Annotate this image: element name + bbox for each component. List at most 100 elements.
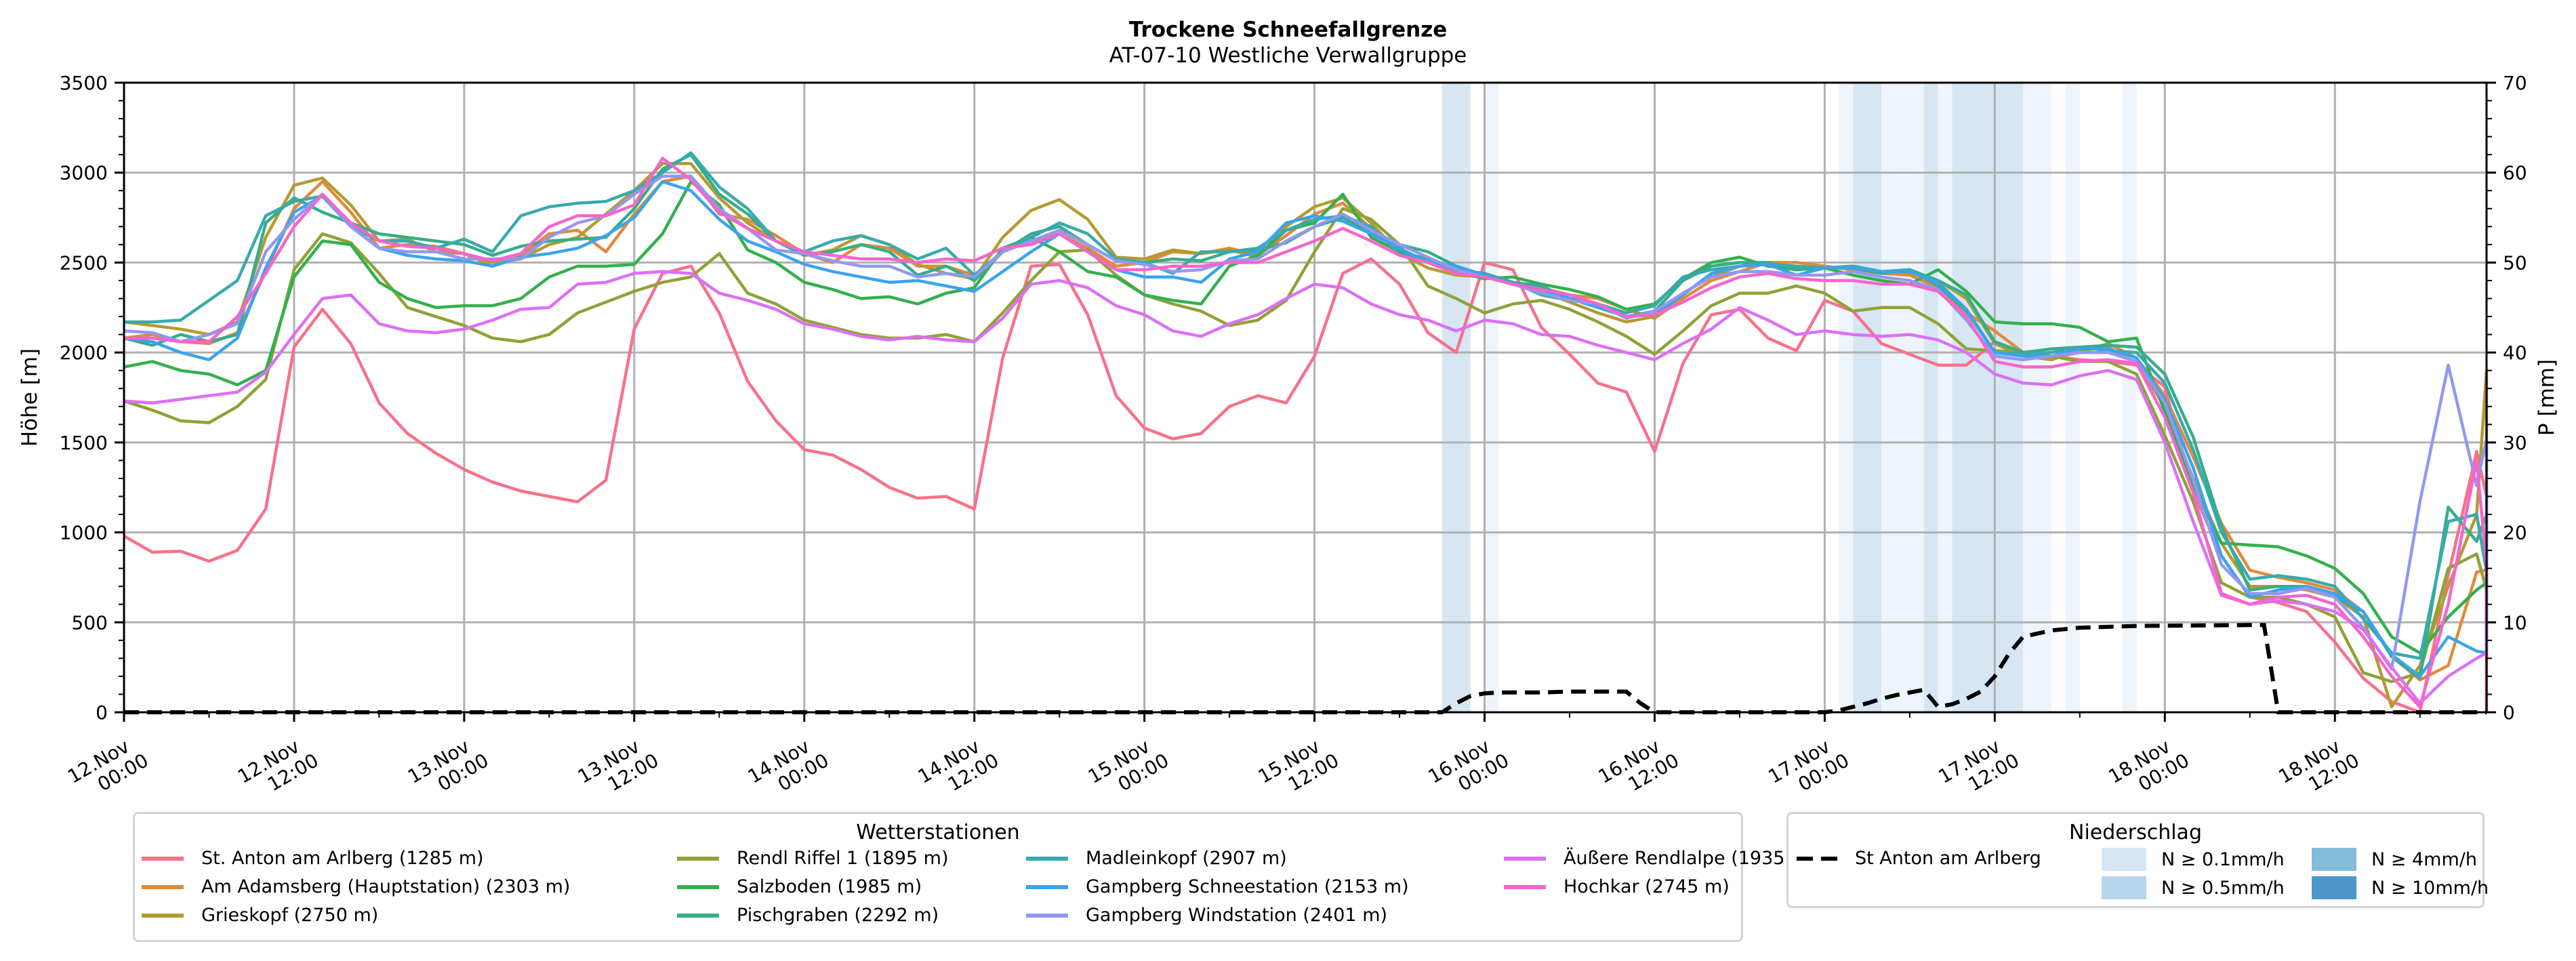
- legend-station-item: Äußere Rendlalpe (1935 m): [1504, 848, 1816, 869]
- legend-line-swatch: [142, 884, 184, 889]
- precip-band: [1923, 83, 1938, 712]
- legend-station-label: Salzboden (1985 m): [737, 876, 922, 897]
- legend-station-label: Gampberg Windstation (2401 m): [1086, 905, 1388, 926]
- y2-tick-label: 30: [2503, 432, 2527, 454]
- y-tick-label: 2000: [60, 342, 108, 364]
- dashed-line-swatch: [1797, 856, 1837, 861]
- legend-station-label: Gampberg Schneestation (2153 m): [1086, 876, 1409, 897]
- legend-station-label: Rendl Riffel 1 (1895 m): [737, 848, 949, 869]
- legend-stations-title: Wetterstationen: [856, 821, 1020, 844]
- legend-line-swatch: [677, 913, 719, 918]
- precip-band: [1839, 83, 1854, 712]
- legend-station-label: Am Adamsberg (Hauptstation) (2303 m): [201, 876, 571, 897]
- legend-level-label: N ≥ 10mm/h: [2371, 877, 2489, 899]
- legend-line-swatch: [1026, 913, 1068, 918]
- legend-level-item: N ≥ 4mm/h: [2312, 848, 2477, 871]
- y2-axis-label: P [mm]: [2535, 359, 2559, 436]
- legend-station-item: Salzboden (1985 m): [677, 876, 922, 897]
- series-lines: [123, 151, 2489, 714]
- precip-band: [1938, 83, 1953, 712]
- legend-station-label: Madleinkopf (2907 m): [1086, 848, 1287, 869]
- legend-precip-title: Niederschlag: [2069, 821, 2202, 844]
- legend-station-label: Pischgraben (2292 m): [737, 905, 939, 926]
- legend-station-item: Gampberg Schneestation (2153 m): [1026, 876, 1409, 897]
- legend-precip: Niederschlag St Anton am Arlberg N ≥ 0.1…: [1786, 812, 2489, 908]
- legend-station-item: St. Anton am Arlberg (1285 m): [142, 848, 484, 869]
- legend-line-swatch: [1504, 884, 1546, 889]
- precip-band: [1881, 83, 1924, 712]
- grid-lines: [124, 83, 2487, 712]
- legend-level-label: N ≥ 4mm/h: [2371, 848, 2477, 870]
- legend-stations: Wetterstationen St. Anton am Arlberg (12…: [133, 812, 1816, 942]
- series-line: [124, 157, 2489, 709]
- y-tick-label: 500: [72, 611, 108, 634]
- precip-band: [1952, 83, 2024, 712]
- legend-station-label: Grieskopf (2750 m): [201, 905, 379, 926]
- precip-band: [2122, 83, 2137, 712]
- legend-line-swatch: [677, 884, 719, 889]
- y2-tick-label: 70: [2503, 72, 2527, 94]
- y2-tick-label: 40: [2503, 342, 2527, 364]
- legend-station-item: Rendl Riffel 1 (1895 m): [677, 848, 948, 869]
- legend-level-label: N ≥ 0.1mm/h: [2161, 848, 2285, 870]
- legend-line-swatch: [1026, 884, 1068, 889]
- series-line: [123, 174, 2489, 671]
- legend-level-item: N ≥ 10mm/h: [2312, 876, 2489, 899]
- level-swatch: [2312, 848, 2356, 871]
- legend-level-item: N ≥ 0.1mm/h: [2102, 848, 2285, 871]
- legend-station-item: Madleinkopf (2907 m): [1026, 848, 1287, 869]
- y2-tick-label: 20: [2503, 522, 2527, 544]
- y2-tick-label: 50: [2503, 251, 2527, 274]
- precip-band: [2023, 83, 2052, 712]
- y-tick-label: 3500: [60, 72, 108, 94]
- legend-station-item: Am Adamsberg (Hauptstation) (2303 m): [142, 876, 570, 897]
- legend-line-swatch: [142, 913, 184, 918]
- level-swatch: [2102, 848, 2146, 871]
- legend-precip-line-label: St Anton am Arlberg: [1855, 848, 2041, 869]
- y2-tick-label: 10: [2503, 611, 2527, 634]
- legend-station-label: St. Anton am Arlberg (1285 m): [201, 848, 484, 869]
- precip-band: [1853, 83, 1882, 712]
- legend-level-label: N ≥ 0.5mm/h: [2161, 877, 2285, 899]
- plot-frame: [123, 81, 2488, 714]
- chart-title: Trockene Schneefallgrenze: [1128, 18, 1448, 42]
- legend-line-swatch: [677, 856, 719, 861]
- legend-station-item: Grieskopf (2750 m): [142, 905, 378, 926]
- y2-tick-label: 60: [2503, 162, 2527, 184]
- legend-line-swatch: [142, 856, 184, 861]
- legend-station-item: Gampberg Windstation (2401 m): [1026, 905, 1387, 926]
- legend-level-item: N ≥ 0.5mm/h: [2102, 876, 2285, 899]
- precip-band: [1442, 83, 1471, 712]
- legend-station-item: Pischgraben (2292 m): [677, 905, 939, 926]
- precip-band: [2065, 83, 2080, 712]
- series-line: [123, 180, 2489, 655]
- level-swatch: [2102, 876, 2146, 899]
- legend-line-swatch: [1504, 856, 1546, 861]
- y-tick-label: 1500: [60, 432, 108, 454]
- y-tick-label: 1000: [60, 522, 108, 544]
- y-axis-label: Höhe [m]: [18, 348, 42, 447]
- legend-station-label: Hochkar (2745 m): [1563, 876, 1730, 897]
- chart-svg: 0 500 1000 1500 2000 2500 3000 3500 0 10 20 30 40 50 6…: [18, 72, 2559, 796]
- legend-precip-line-item: St Anton am Arlberg: [1797, 848, 2041, 869]
- level-swatch: [2312, 876, 2356, 899]
- legend-station-label: Äußere Rendlalpe (1935 m): [1563, 848, 1816, 869]
- legend-line-swatch: [1026, 856, 1068, 861]
- precip-band: [1484, 83, 1499, 712]
- y-tick-label: 3000: [60, 162, 108, 184]
- legend-station-item: Hochkar (2745 m): [1504, 876, 1730, 897]
- precip-bands: [1442, 83, 2137, 712]
